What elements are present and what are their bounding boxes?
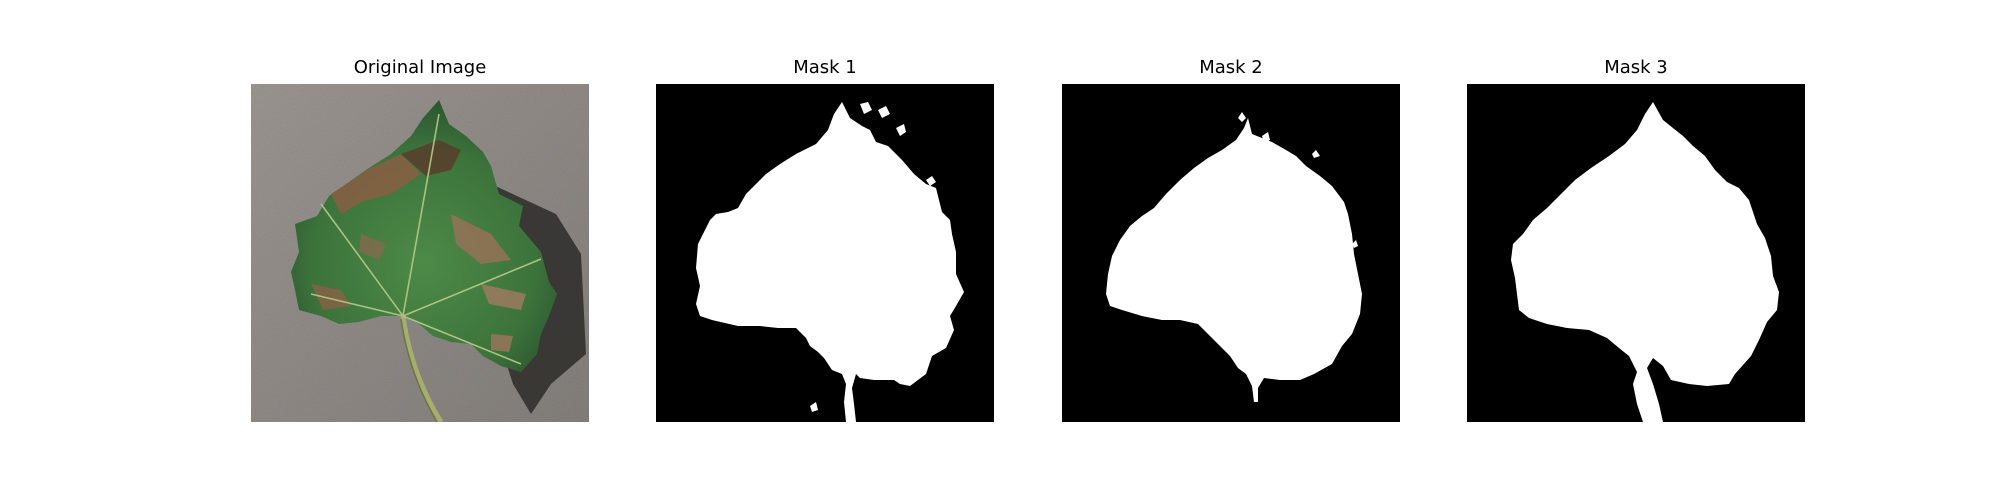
mask-2 <box>1062 84 1400 422</box>
original-image <box>251 84 589 422</box>
mask-3 <box>1467 84 1805 422</box>
mask-1-image <box>656 84 994 422</box>
mask-1 <box>656 84 994 422</box>
leaf-photo <box>251 84 589 422</box>
mask-3-title: Mask 3 <box>1604 57 1668 78</box>
original-image-title: Original Image <box>353 57 487 78</box>
mask-3-image <box>1467 84 1805 422</box>
mask-1-title: Mask 1 <box>793 57 857 78</box>
mask-2-title: Mask 2 <box>1199 57 1263 78</box>
mask-2-image <box>1062 84 1400 422</box>
